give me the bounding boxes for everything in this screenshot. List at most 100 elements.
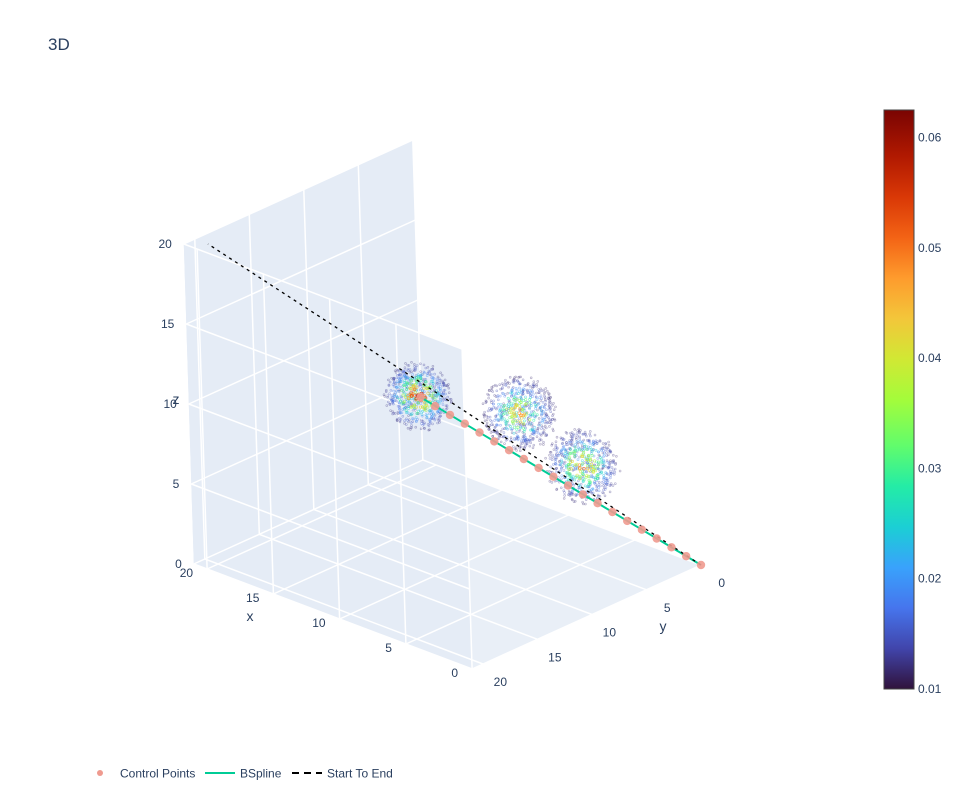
obstacle-point	[531, 386, 534, 390]
obstacle-point	[545, 413, 548, 417]
obstacle-point	[514, 387, 518, 390]
obstacle-point	[507, 404, 511, 408]
obstacle-point	[521, 378, 525, 382]
obstacle-point	[587, 459, 591, 463]
obstacle-point	[564, 448, 568, 452]
obstacle-point	[548, 425, 551, 428]
obstacle-point	[548, 451, 552, 454]
obstacle-point	[495, 423, 498, 427]
obstacle-point	[560, 477, 563, 481]
obstacle-point	[542, 388, 545, 392]
obstacle-point	[406, 369, 410, 372]
obstacle-point	[595, 488, 598, 492]
obstacle-point	[392, 396, 396, 399]
obstacle-point	[514, 402, 518, 407]
obstacle-point	[432, 417, 435, 421]
obstacle-point	[494, 425, 497, 429]
obstacle-point	[549, 422, 553, 425]
obstacle-point	[591, 491, 595, 495]
obstacle-point	[596, 457, 600, 460]
obstacle-point	[568, 442, 572, 446]
obstacle-point	[595, 485, 599, 489]
obstacle-point	[414, 416, 418, 419]
obstacle-point	[537, 391, 541, 394]
obstacle-point	[515, 427, 519, 431]
obstacle-point	[494, 406, 497, 410]
obstacle-point	[581, 469, 585, 473]
obstacle-point	[413, 363, 416, 366]
z-axis-title: z	[173, 391, 180, 407]
obstacle-point	[612, 460, 615, 463]
obstacle-point	[428, 422, 432, 425]
obstacle-point	[561, 441, 564, 445]
obstacle-point	[393, 369, 397, 373]
obstacle-point	[538, 406, 542, 409]
obstacle-point	[510, 394, 513, 398]
obstacle-point	[598, 494, 602, 498]
obstacle-point	[504, 378, 507, 382]
obstacle-point	[554, 440, 558, 443]
obstacle-point	[553, 462, 557, 466]
obstacle-point	[526, 416, 530, 420]
obstacle-point	[580, 440, 584, 444]
obstacle-point	[533, 430, 537, 434]
obstacle-point	[403, 407, 407, 411]
obstacle-point	[433, 413, 437, 417]
legend[interactable]: Control Points BSpline Start To End	[97, 767, 393, 781]
obstacle-point	[584, 432, 587, 436]
obstacle-point	[555, 467, 558, 470]
obstacle-point	[607, 462, 611, 465]
x-tick-label: 0	[451, 666, 458, 680]
obstacle-point	[407, 364, 411, 367]
obstacle-point	[518, 382, 522, 386]
obstacle-point	[496, 423, 499, 427]
obstacle-point	[389, 388, 393, 392]
colorbar-tick-label: 0.03	[918, 461, 942, 475]
obstacle-point	[522, 406, 525, 409]
legend-item-start-to-end[interactable]: Start To End	[292, 767, 393, 781]
y-axis-title: y	[660, 618, 667, 634]
obstacle-point	[401, 370, 404, 374]
obstacle-point	[603, 488, 607, 491]
obstacle-point	[428, 408, 432, 412]
control-point	[696, 560, 706, 570]
obstacle-point	[531, 413, 535, 417]
x-tick-label: 15	[246, 591, 260, 605]
obstacle-point	[538, 439, 541, 442]
obstacle-point	[533, 403, 537, 407]
obstacle-point	[521, 442, 524, 445]
colorbar-tick-label: 0.05	[918, 241, 942, 255]
obstacle-point	[412, 387, 417, 392]
obstacle-point	[531, 392, 535, 396]
obstacle-point	[493, 419, 496, 422]
obstacle-point	[541, 419, 545, 422]
obstacle-point	[588, 488, 591, 492]
obstacle-point	[604, 448, 608, 452]
obstacle-point	[439, 387, 442, 390]
legend-item-bspline[interactable]: BSpline	[205, 767, 282, 781]
obstacle-point	[531, 424, 535, 428]
obstacle-point	[606, 460, 610, 464]
obstacle-point	[495, 423, 499, 427]
obstacle-point	[536, 402, 540, 406]
obstacle-point	[529, 428, 533, 432]
obstacle-point	[573, 428, 576, 431]
obstacle-point	[578, 466, 582, 470]
obstacle-point	[436, 421, 439, 425]
obstacle-point	[597, 483, 601, 486]
obstacle-point	[388, 392, 391, 396]
obstacle-point	[551, 453, 554, 457]
obstacle-point	[524, 439, 527, 443]
obstacle-point	[398, 408, 401, 412]
obstacle-point	[443, 396, 446, 400]
obstacle-point	[406, 396, 411, 400]
obstacle-point	[535, 413, 539, 417]
obstacle-point	[510, 394, 514, 398]
legend-item-control-points[interactable]: Control Points	[97, 767, 195, 781]
obstacle-point	[436, 410, 439, 414]
obstacle-point	[529, 393, 533, 397]
obstacle-point	[399, 417, 403, 421]
obstacle-point	[572, 451, 576, 455]
obstacle-point	[578, 437, 582, 441]
